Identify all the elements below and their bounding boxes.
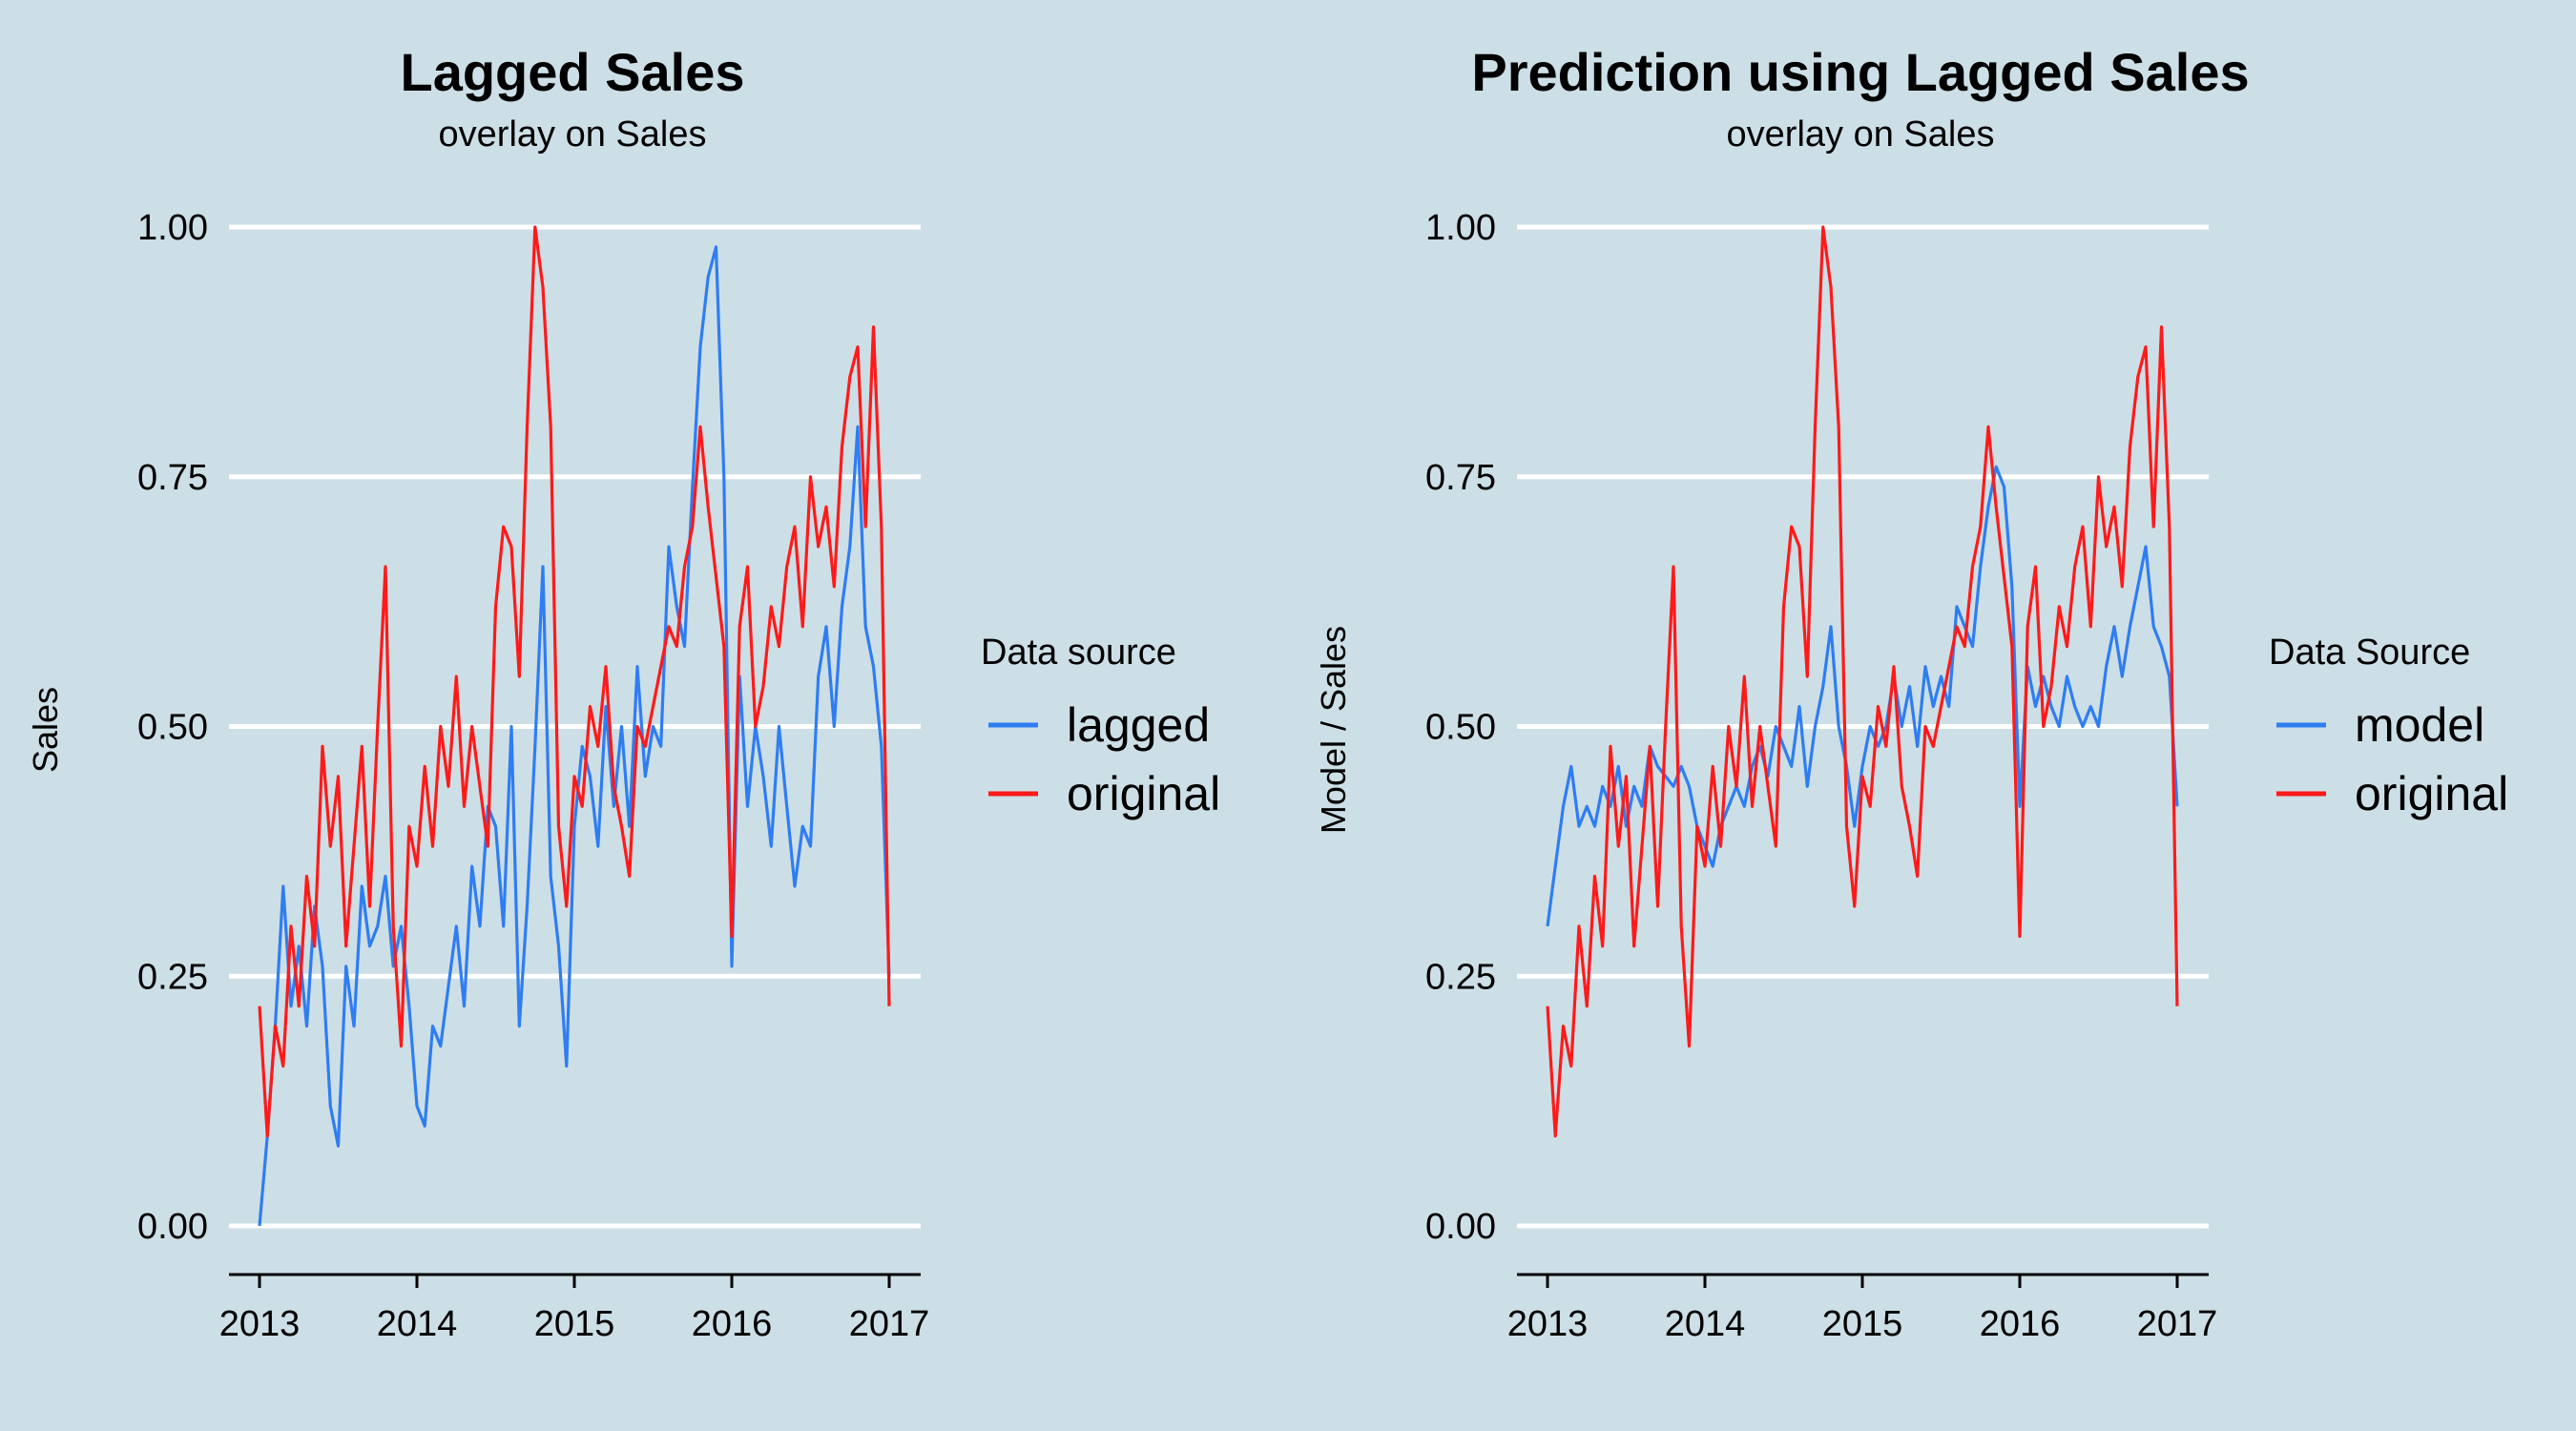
chart-subtitle: overlay on Sales	[1727, 114, 1995, 155]
legend-title: Data source	[981, 633, 1176, 673]
y-axis-label: Model / Sales	[1314, 626, 1353, 834]
chart-panel-1: Lagged Sales overlay on Sales 0.00 0.25 0.50…	[26, 42, 1220, 1344]
y-tick-label: 0.25	[1425, 957, 1496, 997]
chart-panel-2: Prediction using Lagged Sales overlay on …	[1314, 42, 2508, 1344]
series-line-model	[1546, 465, 2179, 927]
y-tick-label: 0.50	[137, 708, 208, 748]
chart-title: Prediction using Lagged Sales	[1471, 42, 2249, 102]
y-tick-label: 0.75	[137, 458, 208, 498]
legend-title: Data Source	[2269, 633, 2470, 673]
y-tick-label: 1.00	[137, 208, 208, 248]
legend-label-original: original	[2355, 767, 2508, 820]
series-line-original	[1546, 225, 2179, 1138]
x-tick-label: 2014	[377, 1304, 458, 1344]
legend: Data Source model original	[2269, 633, 2508, 820]
y-tick-label: 0.75	[1425, 458, 1496, 498]
x-tick-label: 2016	[692, 1304, 773, 1344]
x-tick-label: 2016	[1980, 1304, 2061, 1344]
x-tick-label: 2015	[1822, 1304, 1903, 1344]
y-tick-label: 1.00	[1425, 208, 1496, 248]
chart-subtitle: overlay on Sales	[439, 114, 707, 155]
legend-label-model: model	[2355, 698, 2484, 752]
legend-label-lagged: lagged	[1067, 698, 1210, 752]
x-tick-label: 2017	[849, 1304, 930, 1344]
y-tick-label: 0.00	[1425, 1207, 1496, 1247]
x-tick-label: 2017	[2137, 1304, 2218, 1344]
x-tick-label: 2014	[1665, 1304, 1746, 1344]
y-tick-label: 0.00	[137, 1207, 208, 1247]
x-tick-label: 2013	[1507, 1304, 1589, 1344]
y-axis-label: Sales	[26, 687, 65, 773]
y-tick-label: 0.50	[1425, 708, 1496, 748]
series-line-original	[258, 225, 891, 1138]
chart-title: Lagged Sales	[400, 42, 744, 102]
x-tick-label: 2013	[219, 1304, 301, 1344]
legend-label-original: original	[1067, 767, 1220, 820]
series-line-lagged	[258, 245, 891, 1227]
y-tick-label: 0.25	[137, 957, 208, 997]
legend: Data source lagged original	[981, 633, 1220, 820]
x-tick-label: 2015	[534, 1304, 615, 1344]
